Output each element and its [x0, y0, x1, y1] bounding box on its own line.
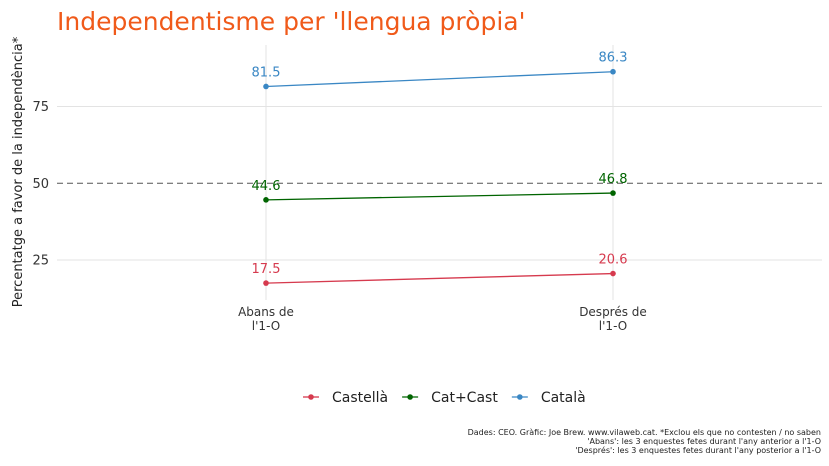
legend-key-point — [407, 394, 413, 400]
series-line-0 — [265, 272, 614, 284]
data-label-0-1: 20.6 — [599, 253, 628, 268]
legend: Castellà Cat+Cast Català — [303, 390, 586, 406]
x-tick-label-line: l'1-O — [252, 319, 280, 333]
legend-key-point — [308, 394, 314, 400]
caption-line-1: 'Abans': les 3 enquestes fetes durant l'… — [587, 437, 821, 446]
y-axis-label: Percentatge a favor de la independència* — [11, 36, 26, 307]
x-tick-label-1: Després de l'1-O — [579, 305, 647, 333]
legend-item-0: Castellà — [303, 390, 388, 406]
y-tick-label-75: 75 — [32, 100, 49, 115]
x-tick-label-line: l'1-O — [599, 319, 627, 333]
data-label-1-0: 44.6 — [252, 179, 281, 194]
x-tick-label-line: Després de — [579, 305, 647, 319]
data-label-2-0: 81.5 — [252, 65, 281, 80]
y-tick-label-50: 50 — [32, 177, 49, 192]
y-tick-label-25: 25 — [32, 254, 49, 269]
legend-label: Cat+Cast — [431, 390, 498, 406]
data-label-2-1: 86.3 — [599, 51, 628, 66]
data-label-1-1: 46.8 — [599, 172, 628, 187]
legend-label: Castellà — [332, 390, 388, 406]
series-line-1 — [265, 192, 614, 201]
caption-line-0: Dades: CEO. Gràfic: Joe Brew. www.vilawe… — [468, 428, 821, 437]
data-point-0-1 — [610, 270, 616, 277]
series-line-2 — [265, 71, 614, 88]
caption: Dades: CEO. Gràfic: Joe Brew. www.vilawe… — [468, 428, 821, 455]
legend-label: Català — [541, 390, 586, 406]
data-point-2-1 — [610, 68, 616, 75]
chart-title: Independentisme per 'llengua pròpia' — [57, 7, 525, 36]
caption-line-2: 'Després': les 3 enquestes fetes durant … — [575, 445, 821, 455]
legend-item-1: Cat+Cast — [402, 390, 498, 406]
legend-key-point — [517, 394, 523, 400]
data-point-1-1 — [610, 190, 616, 196]
data-point-0-0 — [263, 280, 269, 286]
x-tick-label-line: Abans de — [238, 305, 294, 319]
data-point-1-0 — [263, 197, 269, 203]
x-tick-label-0: Abans de l'1-O — [238, 305, 294, 333]
data-point-2-0 — [263, 83, 269, 90]
data-label-0-0: 17.5 — [252, 262, 281, 277]
legend-item-2: Català — [511, 390, 586, 406]
